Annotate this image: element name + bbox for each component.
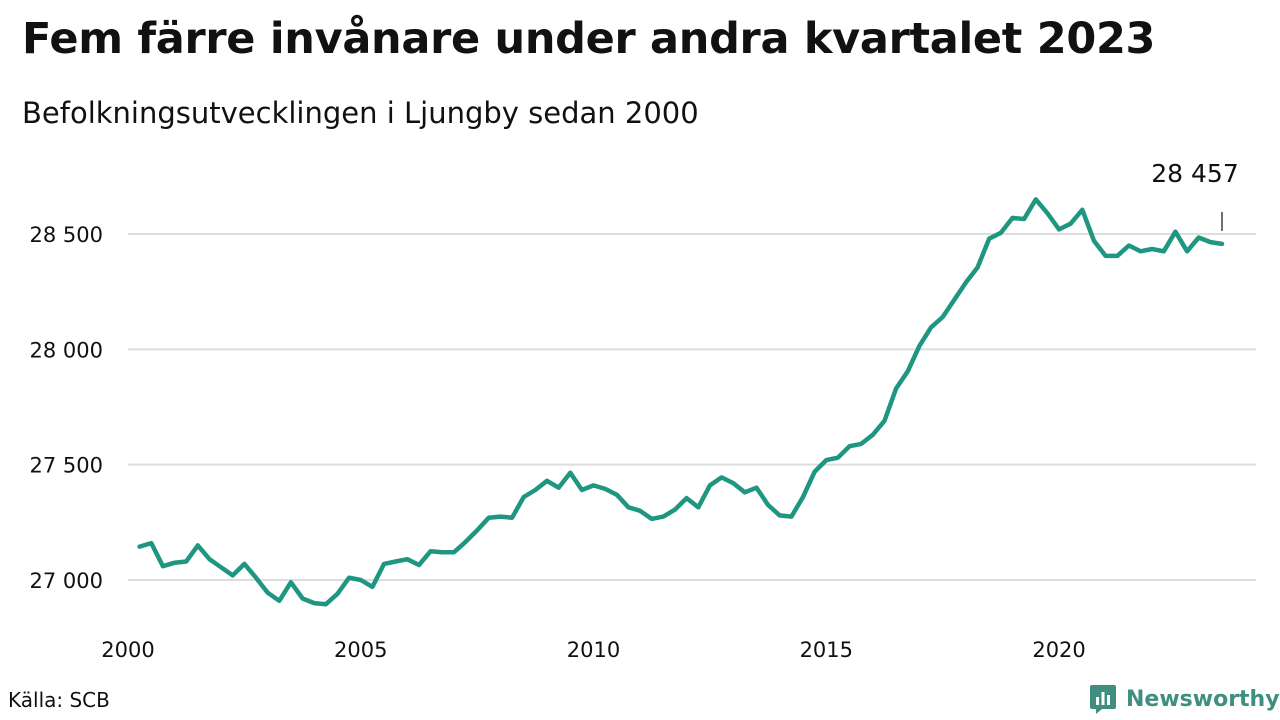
x-tick-label: 2015 [800,638,853,662]
gridlines [128,233,1256,581]
source-label: Källa: SCB [8,688,110,712]
chart-title: Fem färre invånare under andra kvartalet… [22,14,1156,64]
brand-name: Newsworthy [1126,686,1280,712]
line-chart: 27 000 27 500 28 000 28 500 2000 2005 2010 201… [30,159,1256,662]
newsworthy-logo-icon [1090,685,1116,714]
series-line [137,197,1225,607]
brand: Newsworthy [1088,683,1280,715]
y-tick-label: 28 500 [30,223,103,247]
x-tick-label: 2000 [101,638,154,662]
x-tick-label: 2005 [334,638,387,662]
y-tick-label: 27 000 [30,569,103,593]
y-tick-label: 27 500 [30,454,103,478]
chart-subtitle: Befolkningsutvecklingen i Ljungby sedan … [22,96,699,130]
y-axis-ticks: 27 000 27 500 28 000 28 500 [30,223,103,593]
x-tick-label: 2010 [567,638,620,662]
y-tick-label: 28 000 [30,338,103,362]
end-value-label: 28 457 [1151,159,1238,188]
x-axis-ticks: 2000 2005 2010 2015 2020 [101,638,1086,662]
x-tick-label: 2020 [1032,638,1085,662]
